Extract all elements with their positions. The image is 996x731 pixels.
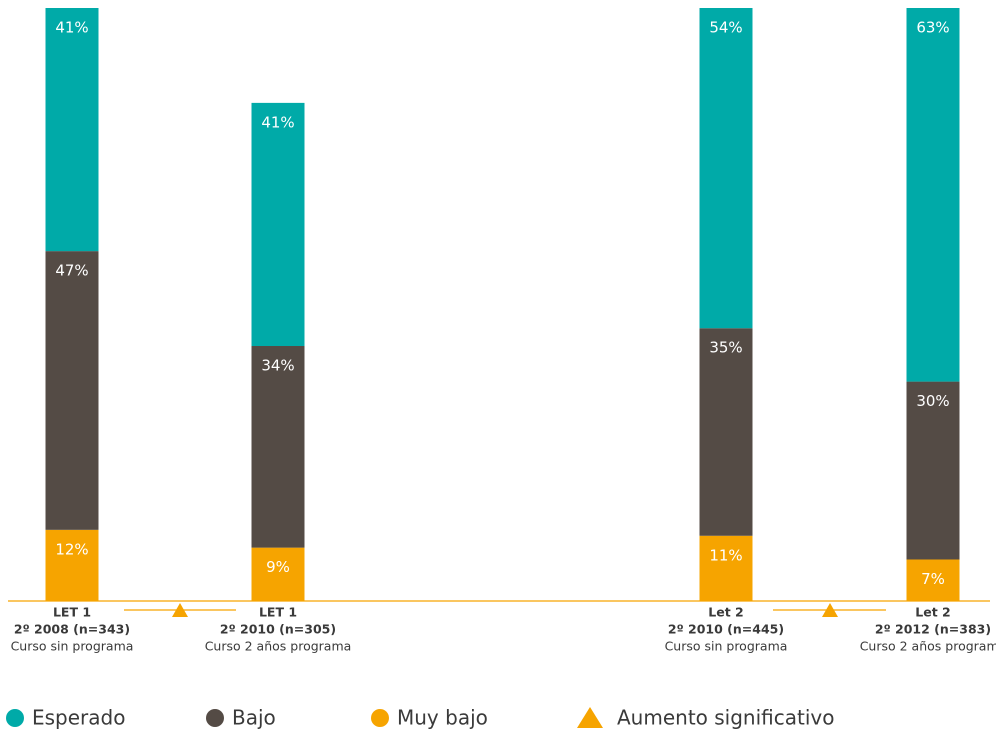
x-tick-label: Let 2 xyxy=(708,605,743,620)
x-tick-label: 2º 2008 (n=343) xyxy=(14,622,130,637)
x-tick-label: 2º 2010 (n=305) xyxy=(220,622,336,637)
significance-marker xyxy=(822,603,838,617)
legend-label: Bajo xyxy=(232,706,276,730)
bar-segment xyxy=(45,8,99,252)
legend-swatch xyxy=(577,707,603,728)
bar-segment xyxy=(699,535,753,601)
bar-segment xyxy=(699,328,753,536)
x-tick-label: Curso 2 años programa xyxy=(860,639,996,654)
x-tick-label: LET 1 xyxy=(259,605,297,620)
legend-label: Esperado xyxy=(32,706,125,730)
value-label: 9% xyxy=(266,558,290,576)
x-tick-label: Curso sin programa xyxy=(11,639,134,654)
bar-segment xyxy=(251,547,305,601)
value-label: 35% xyxy=(709,339,742,357)
x-tick-label: 2º 2012 (n=383) xyxy=(875,622,991,637)
legend-swatch xyxy=(6,709,24,727)
significance-marker xyxy=(172,603,188,617)
x-tick-label: 2º 2010 (n=445) xyxy=(668,622,784,637)
value-label: 47% xyxy=(55,262,88,280)
x-tick-label: LET 1 xyxy=(53,605,91,620)
bar-segment xyxy=(251,346,305,548)
x-tick-label: Curso sin programa xyxy=(665,639,788,654)
bar-segment xyxy=(906,8,960,382)
bar-segment xyxy=(45,251,99,530)
value-label: 11% xyxy=(709,546,742,564)
bar-segment xyxy=(45,529,99,601)
bar-segment xyxy=(699,8,753,329)
value-label: 41% xyxy=(261,113,294,131)
legend-label: Muy bajo xyxy=(397,706,488,730)
bar-segment xyxy=(906,381,960,560)
value-label: 54% xyxy=(709,19,742,37)
x-tick-label: Let 2 xyxy=(915,605,950,620)
value-label: 7% xyxy=(921,570,945,588)
x-tick-label: Curso 2 años programa xyxy=(205,639,352,654)
value-label: 30% xyxy=(916,392,949,410)
value-label: 63% xyxy=(916,19,949,37)
legend-swatch xyxy=(371,709,389,727)
value-label: 12% xyxy=(55,540,88,558)
bar-segment xyxy=(906,559,960,601)
value-label: 34% xyxy=(261,357,294,375)
legend-swatch xyxy=(206,709,224,727)
legend-label: Aumento significativo xyxy=(617,706,834,730)
bar-segment xyxy=(251,102,305,347)
value-label: 41% xyxy=(55,19,88,37)
